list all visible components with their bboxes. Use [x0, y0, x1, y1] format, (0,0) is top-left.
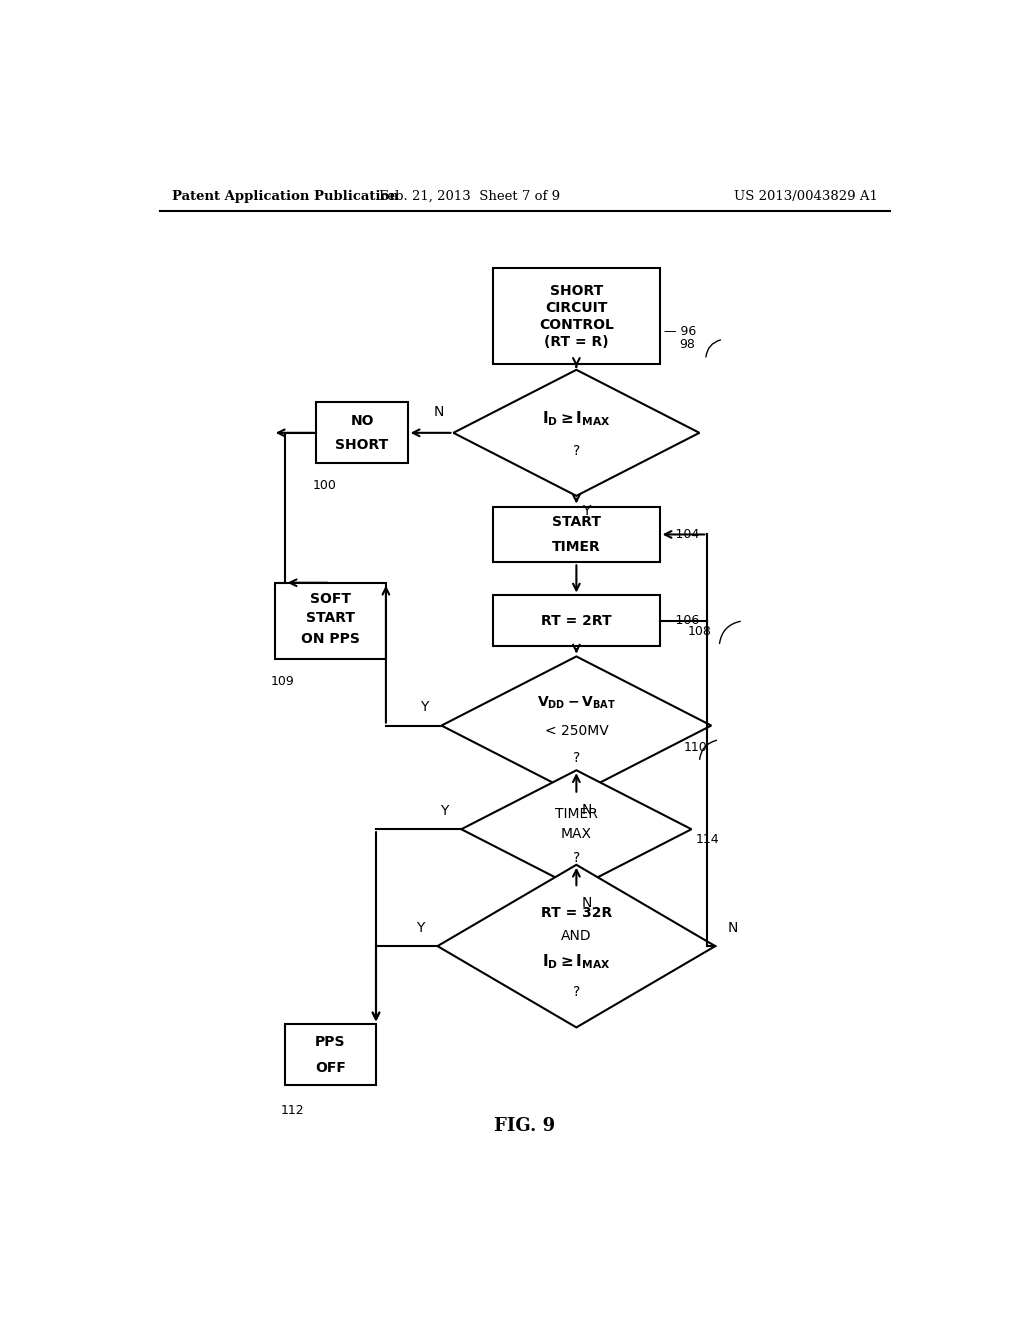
Text: ?: ? — [572, 751, 580, 766]
Text: TIMER: TIMER — [552, 540, 601, 553]
Text: MAX: MAX — [561, 828, 592, 841]
Text: ?: ? — [572, 850, 580, 865]
Text: START: START — [552, 515, 601, 529]
Text: 100: 100 — [312, 479, 337, 492]
Text: ?: ? — [572, 985, 580, 999]
Text: 110: 110 — [684, 742, 708, 755]
Text: < 250MV: < 250MV — [545, 723, 608, 738]
Text: —104: —104 — [664, 528, 700, 541]
Text: TIMER: TIMER — [555, 807, 598, 821]
Text: (RT = R): (RT = R) — [544, 335, 608, 350]
Text: US 2013/0043829 A1: US 2013/0043829 A1 — [734, 190, 878, 202]
Text: FIG. 9: FIG. 9 — [495, 1117, 555, 1135]
Text: SHORT: SHORT — [336, 438, 389, 451]
FancyBboxPatch shape — [316, 403, 408, 463]
Text: N: N — [582, 803, 592, 817]
Text: 114: 114 — [695, 833, 719, 846]
Polygon shape — [461, 771, 691, 888]
Text: RT = 32R: RT = 32R — [541, 906, 612, 920]
Text: AND: AND — [561, 929, 592, 942]
Text: RT = 2RT: RT = 2RT — [541, 614, 611, 628]
Text: ON PPS: ON PPS — [301, 632, 359, 647]
Text: $\mathbf{I_D \geq I_{MAX}}$: $\mathbf{I_D \geq I_{MAX}}$ — [542, 952, 610, 970]
Text: CONTROL: CONTROL — [539, 318, 613, 333]
Text: Y: Y — [416, 921, 424, 935]
Text: N: N — [727, 921, 738, 935]
Text: Y: Y — [439, 804, 449, 818]
Text: PPS: PPS — [315, 1035, 346, 1048]
Text: 98: 98 — [680, 338, 695, 351]
Text: Y: Y — [583, 504, 591, 517]
FancyBboxPatch shape — [494, 268, 659, 364]
Text: —106: —106 — [664, 614, 700, 627]
Text: N: N — [582, 896, 592, 911]
Text: — 96: — 96 — [664, 325, 696, 338]
Polygon shape — [441, 656, 712, 795]
Text: ?: ? — [572, 444, 580, 458]
Text: SOFT: SOFT — [310, 591, 351, 606]
Text: 109: 109 — [270, 675, 295, 688]
Text: SHORT: SHORT — [550, 284, 603, 297]
Text: 108: 108 — [687, 624, 712, 638]
Text: START: START — [306, 611, 355, 624]
FancyBboxPatch shape — [274, 582, 386, 659]
Text: CIRCUIT: CIRCUIT — [545, 301, 607, 314]
Text: Patent Application Publication: Patent Application Publication — [172, 190, 398, 202]
Text: NO: NO — [350, 413, 374, 428]
Text: $\mathbf{I_D \geq I_{MAX}}$: $\mathbf{I_D \geq I_{MAX}}$ — [542, 409, 610, 428]
FancyBboxPatch shape — [494, 507, 659, 562]
Polygon shape — [454, 370, 699, 496]
Text: Feb. 21, 2013  Sheet 7 of 9: Feb. 21, 2013 Sheet 7 of 9 — [379, 190, 560, 202]
FancyBboxPatch shape — [285, 1024, 376, 1085]
Text: 112: 112 — [281, 1105, 304, 1117]
FancyBboxPatch shape — [494, 595, 659, 647]
Text: Y: Y — [420, 700, 428, 714]
Text: N: N — [434, 405, 444, 420]
Text: OFF: OFF — [315, 1061, 346, 1074]
Text: $\mathbf{V_{DD} - V_{BAT}}$: $\mathbf{V_{DD} - V_{BAT}}$ — [537, 696, 615, 711]
Polygon shape — [437, 865, 715, 1027]
